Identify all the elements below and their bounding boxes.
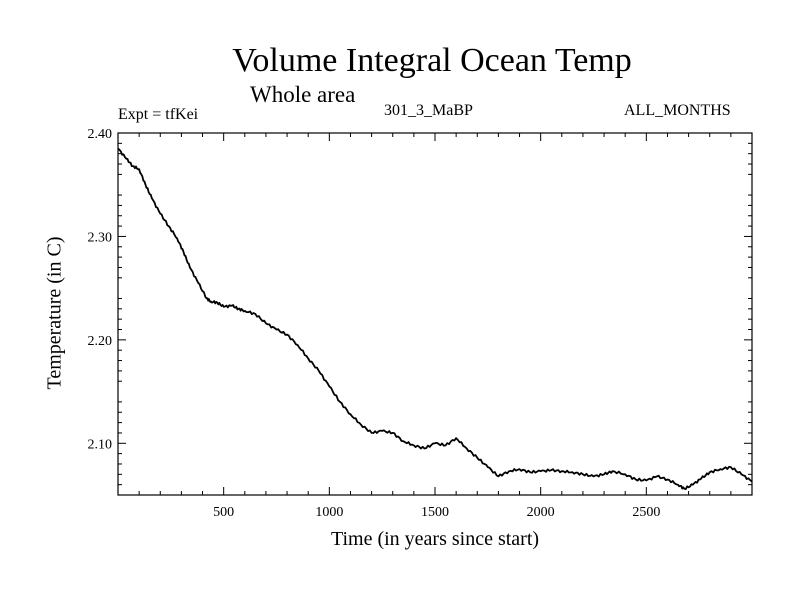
months-label: ALL_MONTHS	[624, 102, 731, 119]
x-tick-label: 1500	[421, 505, 449, 520]
x-tick-label: 500	[213, 505, 234, 520]
x-tick-label: 1000	[315, 505, 343, 520]
plot-frame	[117, 132, 753, 496]
chart-title: Volume Integral Ocean Temp	[232, 42, 632, 79]
case-label: 301_3_MaBP	[384, 102, 473, 119]
y-tick-label: 2.10	[88, 437, 113, 452]
x-tick-label: 2000	[527, 505, 555, 520]
axis-ticks	[118, 132, 752, 495]
x-tick-label: 2500	[632, 505, 660, 520]
series-group	[117, 147, 753, 490]
y-tick-label: 2.20	[88, 334, 113, 349]
chart-subtitle: Whole area	[250, 82, 356, 107]
series-line	[117, 147, 753, 490]
tick-labels: 500 1000 1500 2000 2500 2.10 2.20 2.30 2.40	[88, 127, 661, 520]
y-tick-label: 2.40	[88, 127, 113, 142]
y-tick-label: 2.30	[88, 230, 113, 245]
experiment-label: Expt = tfKei	[118, 106, 199, 123]
x-axis-label: Time (in years since start)	[330, 528, 540, 550]
